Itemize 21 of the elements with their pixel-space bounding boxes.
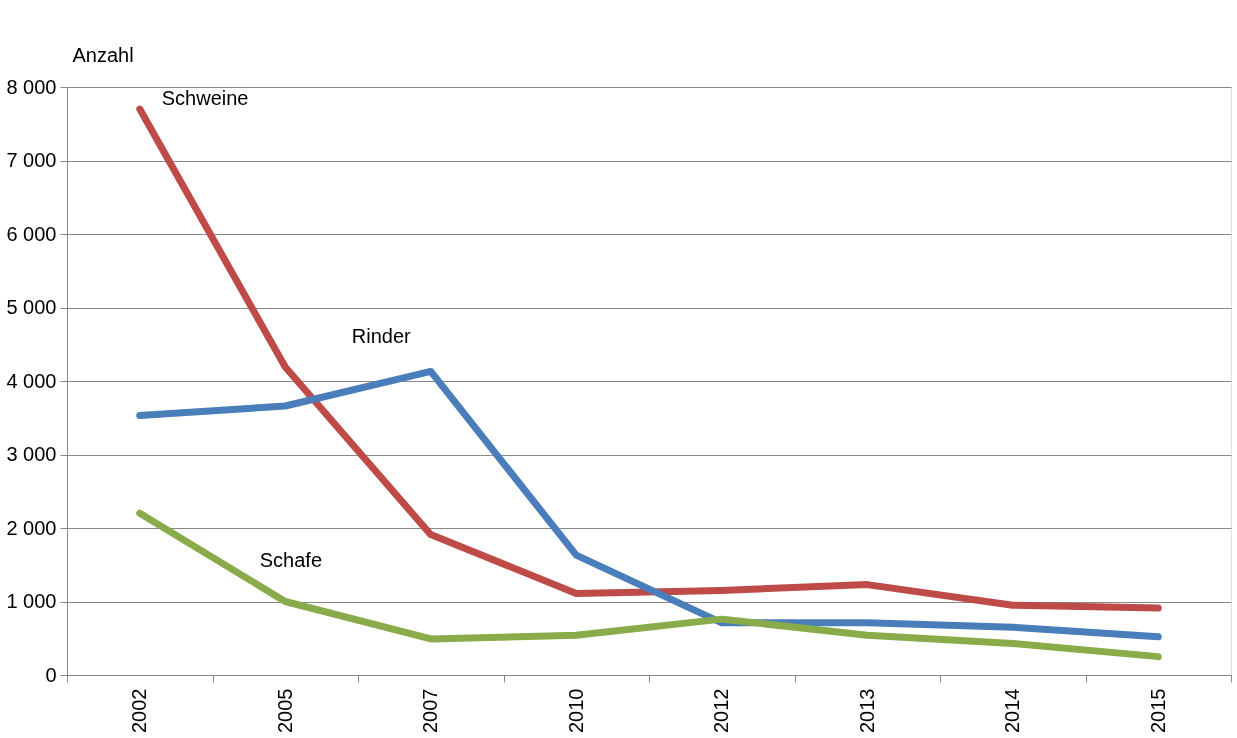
y-tick-label: 7 000 (6, 149, 57, 171)
series-label: Rinder (351, 325, 412, 348)
x-tick-label: 2007 (419, 688, 442, 733)
x-tick-label: 2005 (273, 688, 296, 733)
x-tick-label: 2015 (1146, 688, 1169, 733)
y-axis-title: Anzahl (72, 43, 134, 66)
y-tick-label: 8 000 (6, 75, 57, 98)
x-tick-label: 2002 (128, 688, 151, 733)
x-tick-label: 2012 (710, 688, 733, 733)
series-label: Schweine (161, 87, 249, 110)
y-tick-label: 4 000 (6, 369, 57, 392)
x-tick-label: 2013 (855, 688, 878, 733)
y-tick-label: 3 000 (6, 443, 57, 465)
y-tick-label: 1 000 (6, 590, 57, 612)
y-tick-label: 2 000 (6, 516, 57, 539)
series-label: Schafe (259, 549, 323, 572)
x-tick-label: 2014 (1001, 688, 1024, 733)
x-tick-label: 2010 (564, 688, 587, 733)
y-tick-label: 6 000 (6, 222, 57, 245)
y-tick-label: 5 000 (6, 296, 57, 318)
y-tick-label: 0 (45, 663, 57, 686)
